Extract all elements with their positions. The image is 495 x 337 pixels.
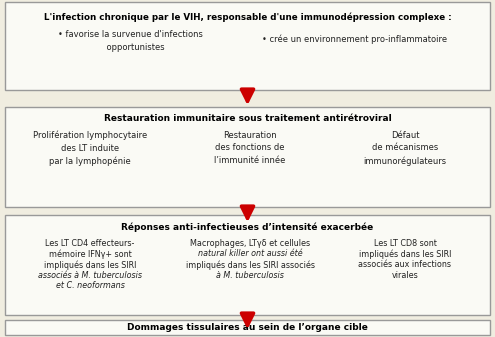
Text: mémoire IFNγ+ sont: mémoire IFNγ+ sont	[49, 249, 131, 259]
Text: virales: virales	[392, 271, 418, 279]
Text: Restauration
des fonctions de
l’immunité innée: Restauration des fonctions de l’immunité…	[214, 131, 286, 165]
Text: L'infection chronique par le VIH, responsable d'une immunodépression complexe :: L'infection chronique par le VIH, respon…	[44, 12, 451, 22]
Text: Macrophages, LTγδ et cellules: Macrophages, LTγδ et cellules	[190, 239, 310, 248]
Text: Restauration immunitaire sous traitement antirétroviral: Restauration immunitaire sous traitement…	[103, 114, 392, 123]
Text: Dommages tissulaires au sein de l’organe cible: Dommages tissulaires au sein de l’organe…	[127, 323, 368, 332]
Text: à M. tuberculosis: à M. tuberculosis	[216, 271, 284, 279]
FancyBboxPatch shape	[5, 320, 490, 335]
Text: et C. neoformans: et C. neoformans	[55, 281, 124, 290]
Text: Les LT CD4 effecteurs-: Les LT CD4 effecteurs-	[46, 239, 135, 248]
Text: natural killer ont aussi été: natural killer ont aussi été	[198, 249, 302, 258]
Text: Prolifération lymphocytaire
des LT induite
par la lymphopénie: Prolifération lymphocytaire des LT indui…	[33, 131, 147, 166]
FancyBboxPatch shape	[5, 215, 490, 315]
Text: Les LT CD8 sont: Les LT CD8 sont	[374, 239, 437, 248]
Text: impliqués dans les SIRI: impliqués dans les SIRI	[359, 249, 451, 259]
Text: impliqués dans les SIRI: impliqués dans les SIRI	[44, 260, 136, 270]
FancyBboxPatch shape	[5, 2, 490, 90]
Text: • crée un environnement pro-inflammatoire: • crée un environnement pro-inflammatoir…	[262, 34, 447, 43]
Text: impliqués dans les SIRI associés: impliqués dans les SIRI associés	[186, 260, 314, 270]
Text: associés à M. tuberculosis: associés à M. tuberculosis	[38, 271, 142, 279]
Text: Défaut
de mécanismes
immunorégulateurs: Défaut de mécanismes immunorégulateurs	[363, 131, 446, 166]
Text: associés aux infections: associés aux infections	[358, 260, 451, 269]
FancyBboxPatch shape	[5, 107, 490, 207]
Text: • favorise la survenue d'infections
    opportunistes: • favorise la survenue d'infections oppo…	[57, 30, 202, 52]
Text: Réponses anti-infectieuses d’intensité exacerbée: Réponses anti-infectieuses d’intensité e…	[121, 222, 374, 232]
